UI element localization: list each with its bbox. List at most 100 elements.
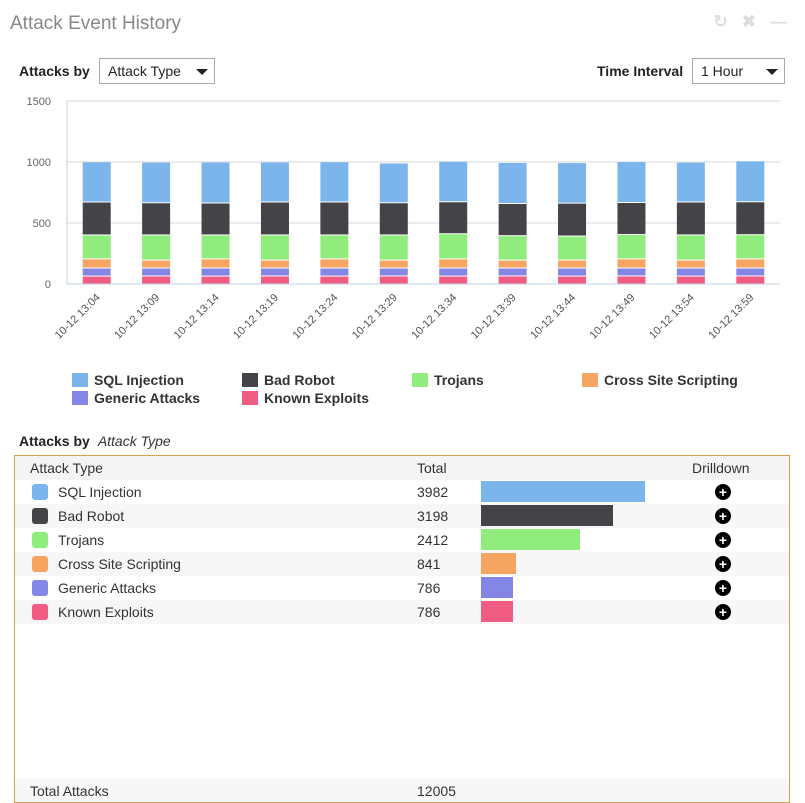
bar-segment-known-exploits[interactable] [142, 276, 171, 284]
total-cell: 841 [417, 556, 441, 572]
bar-segment-sql-injection[interactable] [379, 163, 408, 203]
bar-segment-bad-robot[interactable] [558, 203, 587, 236]
drilldown-plus-icon[interactable]: + [715, 484, 731, 500]
bar-segment-known-exploits[interactable] [260, 276, 289, 284]
bar-segment-sql-injection[interactable] [439, 161, 468, 202]
x-tick-label: 10-12 13:59 [706, 292, 756, 342]
bar-segment-cross-site-scripting[interactable] [379, 260, 408, 268]
bar-segment-cross-site-scripting[interactable] [320, 259, 349, 268]
bar-segment-known-exploits[interactable] [379, 276, 408, 284]
bar-segment-generic-attacks[interactable] [379, 268, 408, 276]
legend-item[interactable]: Known Exploits [242, 390, 369, 406]
bar-segment-generic-attacks[interactable] [617, 268, 646, 276]
legend-item[interactable]: SQL Injection [72, 372, 184, 388]
bar-segment-sql-injection[interactable] [260, 162, 289, 202]
bar-segment-trojans[interactable] [676, 235, 705, 260]
bar-segment-known-exploits[interactable] [439, 276, 468, 284]
bar-segment-trojans[interactable] [379, 235, 408, 260]
bar-segment-bad-robot[interactable] [439, 202, 468, 234]
bar-segment-cross-site-scripting[interactable] [498, 260, 527, 268]
bar-segment-sql-injection[interactable] [736, 161, 765, 202]
color-swatch [32, 484, 48, 500]
bar-segment-generic-attacks[interactable] [439, 268, 468, 276]
minimize-icon[interactable]: — [770, 12, 787, 31]
drilldown-plus-icon[interactable]: + [715, 604, 731, 620]
legend-swatch [242, 373, 258, 387]
drilldown-plus-icon[interactable]: + [715, 580, 731, 596]
bar-segment-known-exploits[interactable] [676, 276, 705, 284]
bar-segment-sql-injection[interactable] [320, 162, 349, 202]
attacks-by-select[interactable]: Attack Type [99, 58, 215, 84]
close-icon[interactable]: ✖ [741, 12, 756, 31]
bar-segment-bad-robot[interactable] [736, 202, 765, 235]
bar-segment-bad-robot[interactable] [142, 203, 171, 235]
bar-segment-cross-site-scripting[interactable] [439, 259, 468, 268]
bar-segment-trojans[interactable] [142, 235, 171, 260]
bar-segment-cross-site-scripting[interactable] [736, 259, 765, 268]
bar-segment-trojans[interactable] [617, 234, 646, 259]
bar-segment-generic-attacks[interactable] [82, 268, 111, 276]
bar-segment-cross-site-scripting[interactable] [676, 260, 705, 268]
bar-segment-known-exploits[interactable] [736, 276, 765, 284]
bar-segment-trojans[interactable] [558, 236, 587, 260]
bar-segment-cross-site-scripting[interactable] [142, 260, 171, 268]
bar-segment-sql-injection[interactable] [82, 162, 111, 202]
bar-segment-known-exploits[interactable] [82, 276, 111, 284]
bar-segment-cross-site-scripting[interactable] [558, 260, 587, 268]
table-row: SQL Injection 3982 + [15, 480, 789, 504]
bar-segment-known-exploits[interactable] [320, 276, 349, 284]
table-row: Bad Robot 3198 + [15, 504, 789, 528]
bar-segment-generic-attacks[interactable] [676, 268, 705, 276]
time-interval-select[interactable]: 1 Hour [692, 58, 785, 84]
bar-segment-trojans[interactable] [498, 236, 527, 260]
bar-segment-generic-attacks[interactable] [498, 268, 527, 276]
bar-segment-generic-attacks[interactable] [201, 268, 230, 276]
bar-segment-generic-attacks[interactable] [736, 268, 765, 276]
bar-segment-sql-injection[interactable] [676, 162, 705, 202]
bar-segment-bad-robot[interactable] [201, 203, 230, 235]
bar-segment-trojans[interactable] [82, 235, 111, 259]
legend-swatch [582, 373, 598, 387]
bar-segment-trojans[interactable] [260, 235, 289, 260]
bar-segment-known-exploits[interactable] [498, 276, 527, 284]
refresh-icon[interactable]: ↻ [713, 12, 728, 31]
bar-segment-generic-attacks[interactable] [320, 268, 349, 276]
legend-item[interactable]: Generic Attacks [72, 390, 200, 406]
bar-segment-trojans[interactable] [201, 235, 230, 259]
total-attacks-label: Total Attacks [30, 783, 109, 799]
legend-item[interactable]: Bad Robot [242, 372, 335, 388]
bar-segment-known-exploits[interactable] [617, 276, 646, 284]
bar-segment-sql-injection[interactable] [617, 162, 646, 203]
bar-segment-cross-site-scripting[interactable] [201, 259, 230, 268]
bar-segment-sql-injection[interactable] [201, 162, 230, 203]
bar-segment-trojans[interactable] [439, 234, 468, 259]
bar-segment-trojans[interactable] [736, 235, 765, 259]
bar-segment-cross-site-scripting[interactable] [82, 259, 111, 268]
bar-segment-trojans[interactable] [320, 235, 349, 259]
drilldown-plus-icon[interactable]: + [715, 532, 731, 548]
bar-segment-bad-robot[interactable] [617, 203, 646, 234]
bar-segment-bad-robot[interactable] [82, 202, 111, 235]
bar-segment-generic-attacks[interactable] [142, 268, 171, 276]
drilldown-plus-icon[interactable]: + [715, 508, 731, 524]
bar-segment-cross-site-scripting[interactable] [617, 259, 646, 268]
bar-segment-sql-injection[interactable] [558, 163, 587, 203]
bar-segment-generic-attacks[interactable] [260, 268, 289, 276]
attack-type-cell: Cross Site Scripting [58, 556, 181, 572]
bar-segment-generic-attacks[interactable] [558, 268, 587, 276]
bar-segment-bad-robot[interactable] [676, 202, 705, 235]
bar-segment-cross-site-scripting[interactable] [260, 260, 289, 268]
table-row: Cross Site Scripting 841 + [15, 552, 789, 576]
bar-segment-sql-injection[interactable] [498, 162, 527, 203]
legend-item[interactable]: Cross Site Scripting [582, 372, 738, 388]
bar-segment-known-exploits[interactable] [201, 276, 230, 284]
bar-segment-sql-injection[interactable] [142, 162, 171, 203]
bar-segment-known-exploits[interactable] [558, 276, 587, 284]
drilldown-plus-icon[interactable]: + [715, 556, 731, 572]
bar-segment-bad-robot[interactable] [320, 202, 349, 235]
bar-segment-bad-robot[interactable] [498, 203, 527, 236]
legend-item[interactable]: Trojans [412, 372, 484, 388]
subtitle-value: Attack Type [97, 433, 171, 449]
bar-segment-bad-robot[interactable] [260, 202, 289, 235]
bar-segment-bad-robot[interactable] [379, 203, 408, 235]
